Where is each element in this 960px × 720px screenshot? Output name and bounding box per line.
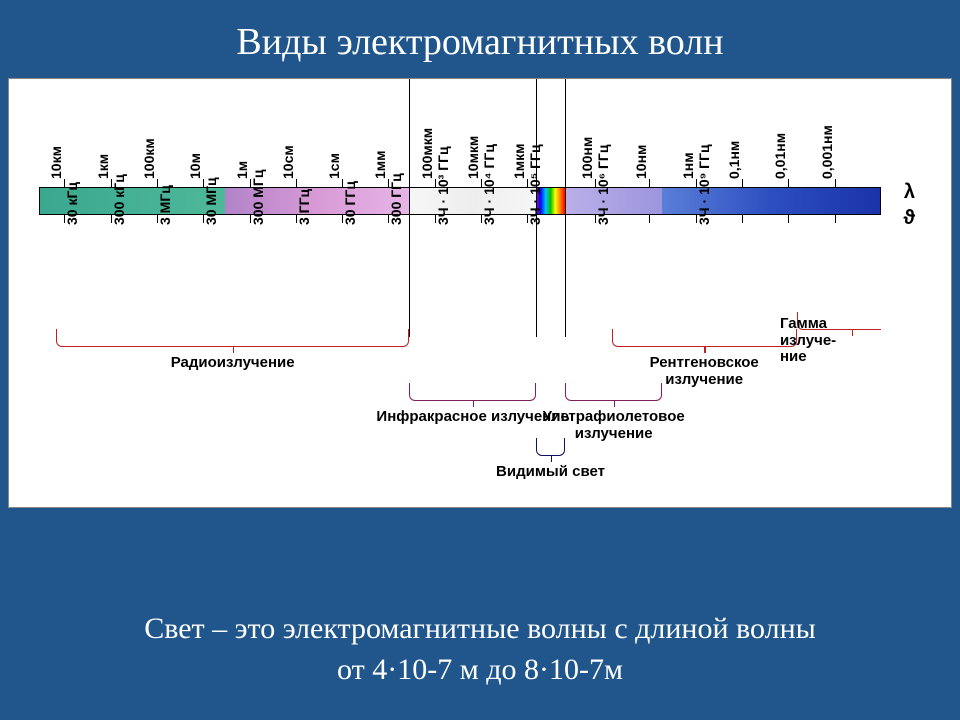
wavelength-tick-label: 1м xyxy=(234,161,250,179)
frequency-tick-label: 3Ч · 10³ ГГц xyxy=(435,146,451,225)
frequency-tick-label: 300 кГц xyxy=(111,174,127,225)
wavelength-tick-label: 10мкм xyxy=(465,136,481,179)
region-label: Видимый свет xyxy=(399,464,702,481)
frequency-tick-label: 3Ч · 10⁹ ГГц xyxy=(696,144,712,225)
wavelength-tick-label: 0,001нм xyxy=(819,125,835,179)
wavelength-tick-label: 10км xyxy=(48,146,64,179)
boundary-line xyxy=(565,79,566,337)
wavelength-tick-label: 1мм xyxy=(372,151,388,180)
region-label: Радиоизлучение xyxy=(81,355,384,372)
spectrum-segment xyxy=(410,188,536,214)
wavelength-labels-row: 10км 1км 100км 10м 1м 10см 1см 1мм 100мкм 10мкм 1м… xyxy=(39,89,881,179)
wavelength-tick-label: 1нм xyxy=(680,152,696,179)
region-label: Гаммаизлуче-ние xyxy=(780,316,898,366)
frequency-tick-label: 3 МГц xyxy=(157,185,173,225)
region-bracket xyxy=(56,329,410,347)
slide-background: Виды электромагнитных волн 10км1км100км1… xyxy=(0,0,960,720)
wavelength-tick-label: 10см xyxy=(280,145,296,179)
wavelength-tick-label: 1см xyxy=(326,153,342,179)
frequency-tick-label: 30 МГц xyxy=(203,177,219,225)
frequency-tick-label: 30 кГц xyxy=(64,182,80,225)
wavelength-tick-label: 100нм xyxy=(579,137,595,179)
frequency-tick-label: 300 МГц xyxy=(250,170,266,225)
frequency-tick-label: 3Ч · 10⁴ ГГц xyxy=(481,144,497,225)
boundary-line xyxy=(536,79,537,337)
frequency-labels-row: 30 кГц300 кГц3 МГц30 МГц300 МГц3 ГГц30 Г… xyxy=(39,225,881,333)
chart-inner: 10км 1км 100км 10м 1м 10см 1см 1мм 100мкм 10мкм 1м… xyxy=(39,79,921,507)
wavelength-tick-label: 1мкм xyxy=(511,143,527,179)
frequency-tick-label: 30 ГГц xyxy=(342,181,358,225)
freq-symbol: ϑ xyxy=(903,207,915,230)
region-bracket xyxy=(536,438,565,456)
caption: Свет – это электромагнитные волны с длин… xyxy=(0,609,960,690)
region-brackets: РадиоизлучениеРентгеновскоеизлучениеГамм… xyxy=(39,329,881,499)
spectrum-diagram: 10км 1км 100км 10м 1м 10см 1см 1мм 100мкм 10мкм 1м… xyxy=(8,78,952,508)
wavelength-tick-label: 1км xyxy=(95,154,111,179)
wavelength-tick-label: 0,1нм xyxy=(726,141,742,179)
wavelength-tick-label: 10нм xyxy=(633,145,649,179)
region-bracket xyxy=(409,383,535,401)
boundary-line xyxy=(409,79,410,337)
wavelength-tick-label: 100км xyxy=(141,138,157,179)
wavelength-tick-label: 0,01нм xyxy=(772,133,788,179)
caption-line-1: Свет – это электромагнитные волны с длин… xyxy=(0,609,960,650)
spectrum-segment xyxy=(565,188,662,214)
wavelength-tick-label: 100мкм xyxy=(419,128,435,179)
page-title: Виды электромагнитных волн xyxy=(0,0,960,78)
caption-line-2: от 4·10-7 м до 8·10-7м xyxy=(0,650,960,691)
region-label: Ультрафиолетовоеизлучение xyxy=(462,409,765,442)
spectrum-segment xyxy=(662,188,880,214)
lambda-symbol: λ xyxy=(904,181,915,204)
frequency-tick-label: 300 ГГц xyxy=(388,173,404,225)
frequency-tick-label: 3Ч · 10⁶ ГГц xyxy=(595,145,611,225)
frequency-tick-label: 3 ГГц xyxy=(296,189,312,225)
region-bracket xyxy=(565,383,662,401)
wavelength-tick-label: 10м xyxy=(187,153,203,179)
region-bracket xyxy=(612,329,797,347)
